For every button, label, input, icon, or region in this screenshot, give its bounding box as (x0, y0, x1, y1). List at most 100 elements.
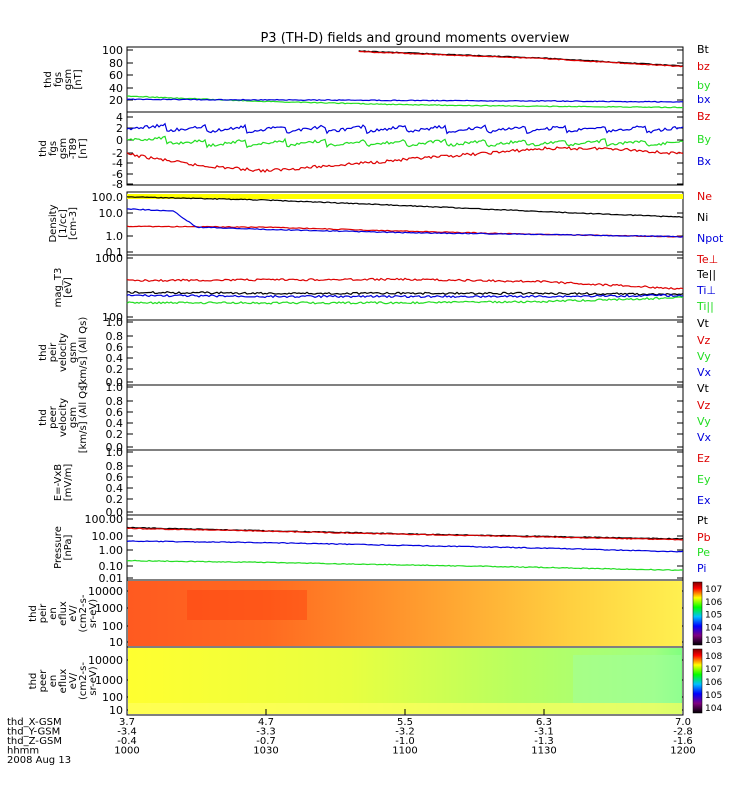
legend-Bx: Bx (697, 155, 712, 168)
y-tick-label: 2 (116, 122, 123, 135)
y-tick-label: 100 (102, 44, 123, 57)
legend-Bz: Bz (697, 110, 711, 123)
y-tick-label: 0.10 (99, 560, 124, 573)
y-tick-label: 40 (109, 82, 123, 95)
y-tick-label: 0.4 (106, 482, 124, 495)
panel-frame (126, 319, 684, 386)
colorbar-label: 103 (705, 636, 722, 646)
legend-bz: bz (697, 60, 710, 73)
legend-Npot: Npot (697, 232, 724, 245)
series-By (126, 135, 684, 149)
panel-ve: 1.00.80.60.40.20.0 thd peer velocity gsm [km/… (38, 381, 712, 454)
y-tick-label: 0.4 (106, 352, 124, 365)
y-tick-label: 4 (116, 111, 123, 124)
x-tick-label: -0.4 (117, 736, 137, 747)
y-tick-label: 0.6 (106, 341, 124, 354)
y-axis-label: [km/s] (All Qs) (78, 382, 89, 454)
panel-vi: 1.00.80.60.40.20.0 thd peir velocity gsm [km/… (38, 316, 712, 389)
legend-bx: bx (697, 93, 711, 106)
panel-temp: 1000 100 mag_T3 [eV] Te⊥ Te|| Ti⊥ Ti|| (53, 252, 718, 324)
y-tick-label: 80 (109, 57, 123, 70)
y-tick-label: 0.6 (106, 471, 124, 484)
colorbar-label: 105 (705, 691, 722, 701)
y-tick-label: 1000 (95, 674, 123, 687)
y-axis-label: [nT] (78, 138, 89, 158)
legend-Ne: Ne (697, 190, 712, 203)
y-tick-label: 100.00 (85, 513, 124, 526)
y-tick-label: -2 (112, 147, 123, 160)
x-tick-label: -3.1 (534, 727, 554, 738)
series-Npot (126, 208, 684, 238)
y-axis-label: thd (28, 605, 39, 622)
y-axis-label: peir (48, 342, 59, 362)
y-axis-label: [eV] (63, 277, 74, 298)
y-tick-label: 10000 (88, 585, 123, 598)
y-axis-label: -T89 (68, 138, 79, 160)
legend-Vy: Vy (697, 415, 711, 428)
y-axis-label: thd (43, 71, 54, 88)
series-Pb (126, 527, 683, 541)
y-tick-label: 1.0 (106, 381, 124, 394)
colorbar-label: 107 (705, 665, 722, 675)
y-tick-label: 0.01 (99, 572, 124, 585)
y-tick-label: 0.8 (106, 330, 124, 343)
legend-Vx: Vx (697, 366, 712, 379)
y-axis-label: en (48, 675, 59, 688)
x-tick-label: -3.2 (395, 727, 415, 738)
series-bx (126, 98, 684, 103)
legend-Te||: Te|| (696, 268, 716, 281)
x-tick-label: 1000 (114, 746, 139, 757)
y-axis-label: eflux (58, 669, 69, 694)
y-tick-label: 1.0 (106, 230, 124, 243)
y-tick-label: 0.0 (106, 506, 124, 519)
chart-title: P3 (TH-D) fields and ground moments over… (260, 31, 569, 46)
series-Ni (126, 196, 683, 218)
panel-frame (126, 449, 684, 516)
y-axis-label: E=-VxB (53, 464, 64, 501)
panel-frame (126, 191, 684, 256)
y-axis-label: eV/ (68, 672, 79, 689)
y-tick-label: 1.0 (106, 316, 124, 329)
x-tick-label: -1.3 (534, 736, 554, 747)
colorbar (692, 648, 703, 714)
colorbar (692, 581, 703, 646)
y-axis-label: sr-eV) (88, 666, 99, 695)
series-Ti|| (126, 296, 684, 305)
y-tick-label: 100 (102, 620, 123, 633)
density-flag-bar (127, 194, 683, 199)
y-axis-label: [1/cc] (58, 209, 69, 238)
y-axis-label: Pressure (53, 526, 64, 569)
legend-Bt: Bt (697, 43, 710, 56)
x-tick-label: 4.7 (258, 717, 274, 728)
y-tick-label: -6 (112, 168, 123, 181)
panel-frame (126, 46, 684, 113)
x-row-label: hhmm (7, 746, 39, 757)
y-axis-label: gsm (68, 342, 79, 363)
x-tick-label: -3.3 (256, 727, 276, 738)
y-axis-label: (cm2-s- (78, 594, 89, 632)
panel-efield: 1.00.80.60.40.20.0 E=-VxB [mV/m] Ez Ey Ex (53, 446, 711, 519)
spectrogram-band (128, 703, 682, 714)
legend-Pb: Pb (697, 531, 711, 544)
y-axis-label: [nT] (73, 69, 84, 89)
legend-Ti⊥: Ti⊥ (696, 284, 716, 297)
y-tick-label: 100.0 (92, 191, 124, 204)
legend-Pt: Pt (697, 514, 709, 527)
y-tick-label: 0.2 (106, 363, 124, 376)
legend-Vz: Vz (697, 399, 711, 412)
x-date-label: 2008 Aug 13 (7, 755, 71, 766)
legend-Vt: Vt (697, 317, 710, 330)
y-axis-label: [mV/m] (63, 464, 74, 502)
series-Ti⊥ (126, 293, 684, 299)
x-axis: thd_X-GSM 3.7 4.7 5.5 6.3 7.0 thd_Y-GSM -3.4 -3.… (7, 709, 696, 766)
y-tick-label: 10000 (88, 654, 123, 667)
y-tick-label: -8 (112, 178, 123, 191)
y-tick-label: 20 (109, 94, 123, 107)
legend-Ti||: Ti|| (696, 300, 714, 313)
x-row-label: thd_Z-GSM (7, 736, 62, 747)
y-tick-label: 0.6 (106, 406, 124, 419)
series-Bz (126, 146, 684, 173)
